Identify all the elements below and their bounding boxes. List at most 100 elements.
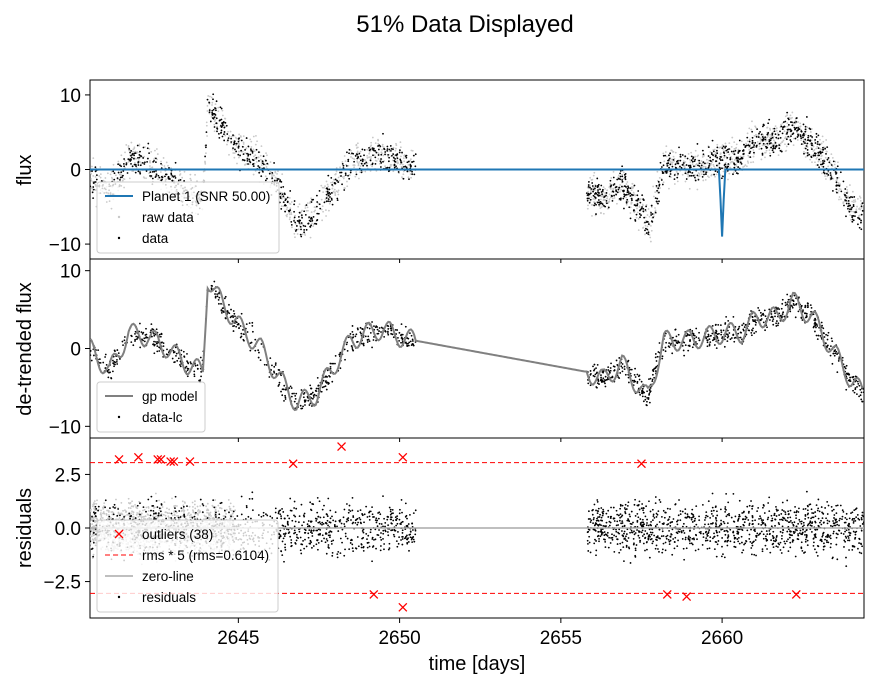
- raw-data-point: [236, 162, 238, 165]
- data-point: [845, 192, 848, 194]
- data-point: [835, 184, 838, 187]
- raw-data-point: [124, 151, 126, 154]
- data-point: [392, 156, 395, 159]
- data-point: [660, 179, 663, 181]
- data-point: [588, 201, 591, 204]
- data-lc-point: [104, 353, 107, 356]
- data-lc-point: [691, 346, 694, 349]
- data-lc-point: [775, 320, 778, 322]
- data-point: [282, 201, 285, 204]
- data-lc-point: [400, 334, 402, 337]
- data-point: [92, 197, 95, 200]
- raw-data-point: [820, 148, 823, 151]
- data-point: [733, 162, 735, 165]
- data-lc-point: [134, 340, 136, 342]
- data-point: [830, 178, 832, 180]
- data-point: [802, 136, 804, 139]
- data-point: [710, 153, 713, 156]
- data-point: [92, 186, 95, 188]
- data-lc-point: [674, 328, 677, 331]
- data-point: [214, 107, 217, 110]
- raw-residual-point: [153, 511, 155, 514]
- data-lc-point: [772, 318, 775, 321]
- raw-data-point: [609, 196, 612, 199]
- data-point: [727, 163, 730, 165]
- data-point: [716, 152, 719, 155]
- data-point: [641, 194, 644, 197]
- raw-data-point: [411, 149, 414, 152]
- raw-data-point: [718, 147, 721, 149]
- data-lc-point: [240, 335, 243, 338]
- data-point: [330, 192, 333, 194]
- data-lc-point: [711, 339, 714, 342]
- raw-data-point: [351, 157, 354, 160]
- raw-data-point: [324, 185, 326, 187]
- data-point: [722, 151, 725, 154]
- raw-residual-point: [193, 503, 196, 506]
- raw-data-point: [338, 179, 341, 182]
- data-lc-point: [317, 385, 320, 387]
- data-point: [120, 165, 123, 168]
- raw-data-point: [774, 125, 777, 128]
- data-lc-point: [367, 338, 370, 341]
- data-point: [726, 148, 729, 151]
- data-point: [791, 124, 794, 127]
- data-point: [792, 132, 795, 135]
- data-lc-point: [724, 338, 726, 341]
- raw-data-point: [648, 215, 651, 218]
- data-point: [664, 154, 667, 157]
- data-point: [223, 139, 226, 142]
- raw-data-point: [399, 141, 402, 144]
- data-lc-point: [313, 393, 316, 396]
- data-point: [830, 176, 833, 179]
- data-lc-point: [637, 375, 640, 378]
- data-lc-point: [649, 386, 652, 389]
- raw-data-point: [590, 196, 593, 199]
- raw-data-point: [681, 173, 684, 176]
- data-lc-point: [186, 375, 189, 378]
- data-point: [368, 146, 370, 149]
- data-lc-point: [173, 351, 176, 353]
- raw-data-point: [310, 197, 313, 200]
- data-lc-point: [841, 356, 844, 359]
- data-lc-point: [389, 327, 392, 330]
- data-point: [261, 160, 264, 163]
- data-point: [251, 150, 254, 153]
- data-lc-point: [786, 293, 789, 296]
- detrended-panel-frame: [89, 258, 865, 439]
- raw-residual-point: [175, 511, 178, 514]
- data-lc-point: [662, 349, 665, 351]
- data-lc-point: [713, 344, 716, 346]
- data-point: [712, 158, 714, 161]
- raw-data-point: [381, 148, 383, 151]
- raw-data-point: [254, 154, 257, 157]
- raw-data-point: [350, 156, 352, 158]
- data-point: [677, 173, 679, 175]
- data-point: [329, 196, 331, 198]
- raw-data-point: [838, 188, 841, 190]
- raw-data-point: [110, 170, 113, 173]
- data-point: [153, 170, 156, 173]
- data-point: [814, 138, 817, 141]
- raw-data-point: [646, 225, 649, 228]
- data-point: [825, 152, 827, 155]
- raw-data-point: [804, 140, 807, 142]
- data-point: [360, 162, 363, 165]
- data-lc-point: [806, 306, 809, 309]
- raw-data-point: [98, 175, 101, 177]
- data-point: [822, 162, 824, 164]
- data-lc-point: [608, 370, 611, 373]
- data-lc-point: [356, 341, 358, 343]
- raw-data-point: [773, 139, 775, 142]
- data-point: [684, 155, 687, 158]
- raw-residual-point: [186, 514, 189, 517]
- data-point: [638, 213, 641, 215]
- data-point: [208, 109, 211, 112]
- data-point: [205, 146, 207, 149]
- raw-data-point: [94, 185, 97, 187]
- data-point: [748, 152, 751, 155]
- data-point: [366, 164, 368, 167]
- data-lc-point: [280, 374, 282, 377]
- raw-data-point: [764, 156, 766, 159]
- raw-data-point: [339, 166, 341, 169]
